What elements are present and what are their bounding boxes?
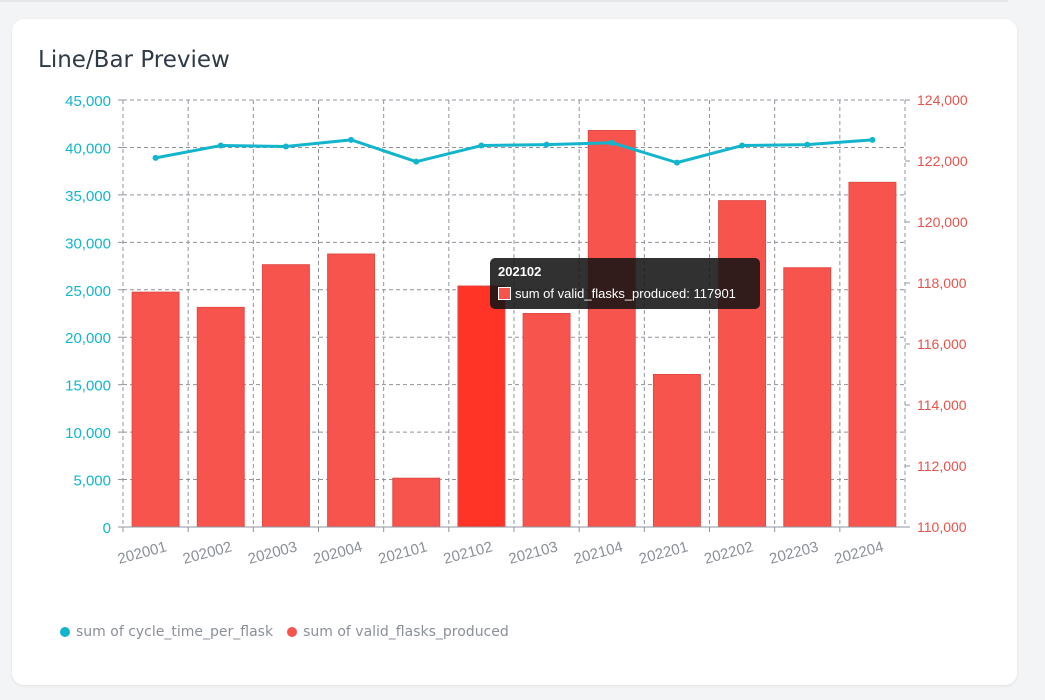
y-left-tick-label: 35,000 [65,188,111,205]
chart-legend: sum of cycle_time_per_flask sum of valid… [60,624,523,640]
y-right-tick-label: 116,000 [917,336,967,352]
x-tick-label: 202102 [442,538,495,567]
y-left-tick-label: 20,000 [65,330,111,347]
x-tick-label: 202002 [181,538,234,567]
legend-dot-valid-flasks [287,627,298,637]
bar [522,313,571,528]
legend-dot-cycle-time [60,627,70,637]
line-point [608,139,615,146]
y-left-tick-label: 45,000 [65,93,111,110]
x-tick-label: 202001 [116,538,169,567]
bar [392,477,441,528]
x-tick-label: 202103 [507,538,560,567]
y-left-tick-label: 30,000 [65,235,111,252]
line-point [739,142,746,149]
line-point [543,141,550,148]
x-tick-label: 202004 [311,538,364,567]
y-left-tick-label: 0 [103,520,111,537]
y-right-tick-label: 118,000 [917,275,967,291]
y-right-tick-label: 122,000 [917,153,968,169]
y-left-tick-label: 40,000 [65,140,111,157]
x-tick-label: 202203 [768,538,821,567]
y-left-tick-label: 5,000 [73,473,111,490]
chart-tooltip: 202102 sum of valid_flasks_produced: 117… [490,258,760,309]
x-tick-label: 202101 [377,538,430,567]
line-point [217,142,224,149]
bar [457,285,506,528]
bar [261,264,310,528]
y-right-tick-label: 112,000 [917,458,967,474]
y-right-tick-label: 120,000 [917,214,968,230]
x-tick-label: 202201 [637,538,690,567]
line-series [155,138,873,165]
y-right-tick-label: 114,000 [917,397,967,413]
tooltip-title: 202102 [498,264,542,279]
legend-item-valid-flasks[interactable]: sum of valid_flasks_produced [287,624,509,640]
line-point [869,136,876,143]
bar [196,306,245,528]
bar [718,200,767,528]
x-tick-label: 202104 [572,538,625,567]
bar [783,267,832,528]
y-left-tick-label: 15,000 [65,378,111,395]
legend-label-valid-flasks: sum of valid_flasks_produced [303,624,509,640]
line-point [804,141,811,148]
legend-item-cycle-time[interactable]: sum of cycle_time_per_flask [60,624,273,640]
bar [131,291,180,528]
line-point [478,142,485,149]
y-right-tick-label: 110,000 [917,519,967,535]
tooltip-swatch [498,287,511,300]
line-point [152,154,159,161]
x-tick-label: 202003 [246,538,299,567]
line-point [348,136,355,143]
line-point [282,143,289,150]
x-tick-label: 202202 [702,538,755,567]
top-divider [0,0,1008,2]
tooltip-row: sum of valid_flasks_produced: 117901 [498,286,752,301]
y-left-tick-label: 25,000 [65,283,111,300]
bar [848,181,897,528]
y-left-tick-label: 10,000 [65,425,111,442]
y-right-tick-label: 124,000 [917,92,968,108]
tooltip-label: sum of valid_flasks_produced: 117901 [515,286,736,301]
x-tick-label: 202204 [833,538,886,567]
line-point [413,158,420,165]
bar [587,130,636,528]
card-title: Line/Bar Preview [38,47,230,73]
legend-label-cycle-time: sum of cycle_time_per_flask [76,624,274,640]
bar [327,253,376,528]
bar [652,374,701,528]
line-point [673,159,680,166]
